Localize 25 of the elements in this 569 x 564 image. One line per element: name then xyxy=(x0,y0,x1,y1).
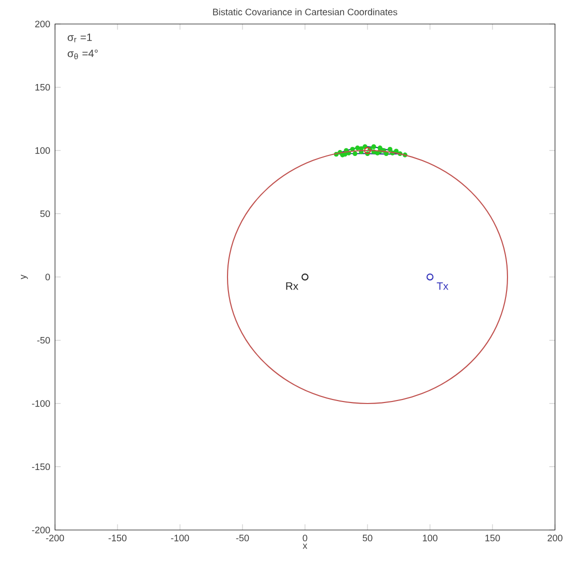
y-tick-label: 0 xyxy=(45,274,50,280)
chart-title: Bistatic Covariance in Cartesian Coordinates xyxy=(213,8,398,16)
x-tick-label: -150 xyxy=(108,534,126,542)
annotation: Tx xyxy=(436,282,448,290)
annotation: σ$_{θ}$ =4° xyxy=(68,50,98,60)
x-tick-label: -100 xyxy=(171,534,189,542)
y-tick-label: -200 xyxy=(32,526,50,534)
x-tick-label: 50 xyxy=(362,534,372,542)
annotation: σ$_{r}$ =1 xyxy=(68,34,92,42)
x-tick-label: 200 xyxy=(548,534,562,542)
x-axis-title: x xyxy=(302,544,308,549)
annotation: Rx xyxy=(286,282,298,290)
y-tick-label: -50 xyxy=(37,336,50,344)
x-tick-label: 150 xyxy=(485,534,500,542)
y-tick-label: 50 xyxy=(40,210,50,218)
x-tick-label: 0 xyxy=(302,534,308,542)
y-tick-label: -100 xyxy=(32,400,50,407)
y-tick-label: 200 xyxy=(35,20,50,28)
y-axis-title: y xyxy=(20,274,28,280)
x-tick-label: -50 xyxy=(236,534,249,542)
y-tick-label: -150 xyxy=(32,463,50,470)
y-tick-label: 150 xyxy=(35,84,50,91)
y-tick-label: 100 xyxy=(35,147,50,154)
x-tick-label: -200 xyxy=(46,534,64,542)
x-tick-label: 100 xyxy=(422,534,438,542)
